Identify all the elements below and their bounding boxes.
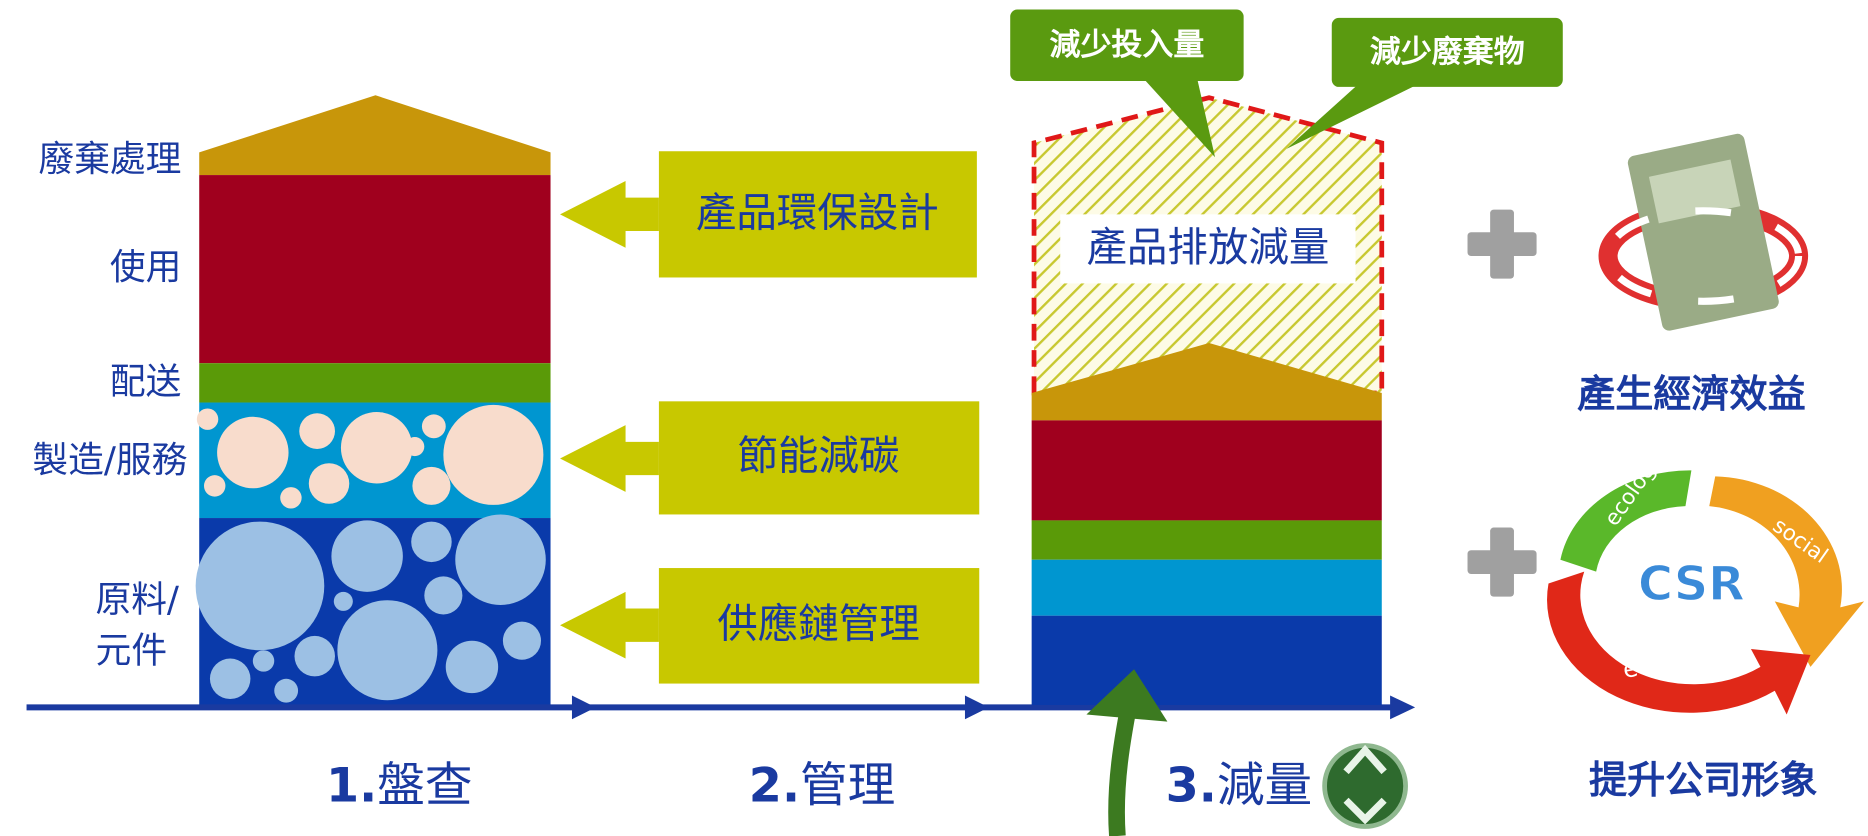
action-boxes xyxy=(560,151,980,684)
bubbles xyxy=(195,514,546,703)
benefit-label: 提升公司形象 xyxy=(1589,758,1818,802)
stage-number: 2. xyxy=(749,758,800,813)
action-label: 節能減碳 xyxy=(738,431,900,479)
layer-label: 使用 xyxy=(110,247,181,288)
stage-label: 2.管理 xyxy=(749,758,896,813)
stage-label: 3.減量 xyxy=(1166,758,1313,813)
stage-number: 1. xyxy=(326,758,377,813)
reduction-label: 產品排放減量 xyxy=(1086,223,1329,271)
use-layer xyxy=(199,175,551,364)
timeline xyxy=(26,695,1416,720)
reduction-column xyxy=(1031,95,1385,706)
stage-name: 減量 xyxy=(1217,758,1312,813)
stage-name: 管理 xyxy=(800,758,895,813)
callouts xyxy=(1010,9,1563,158)
up-arrow xyxy=(1086,669,1168,836)
money-image xyxy=(1598,133,1809,331)
layer-label: 配送 xyxy=(110,361,181,402)
stage-label: 1.盤查 xyxy=(326,758,473,813)
csr-arc-label: economy xyxy=(1621,637,1733,684)
callout-label: 減少廢棄物 xyxy=(1370,34,1525,70)
action-label: 供應鏈管理 xyxy=(717,599,919,647)
callout-label: 減少投入量 xyxy=(1050,27,1205,63)
benefit-label: 產生經濟效益 xyxy=(1577,372,1806,416)
delivery-layer xyxy=(199,363,551,403)
bubbles xyxy=(196,404,544,509)
layer-label: 原料/ xyxy=(95,579,179,620)
layer-label: 製造/服務 xyxy=(32,440,187,481)
inventory-column xyxy=(195,95,551,706)
action-label: 產品環保設計 xyxy=(696,189,939,237)
disposal-layer xyxy=(199,95,551,176)
layer-label: 廢棄處理 xyxy=(38,139,181,180)
layer-label: 元件 xyxy=(96,631,167,672)
recycle-icon xyxy=(1322,743,1408,829)
stage-number: 3. xyxy=(1166,758,1217,813)
stage-name: 盤查 xyxy=(377,758,472,813)
csr-center: CSR xyxy=(1638,557,1745,612)
plus-icons xyxy=(1467,209,1537,597)
csr-graphic: ecology social economy CSR xyxy=(1547,448,1865,715)
